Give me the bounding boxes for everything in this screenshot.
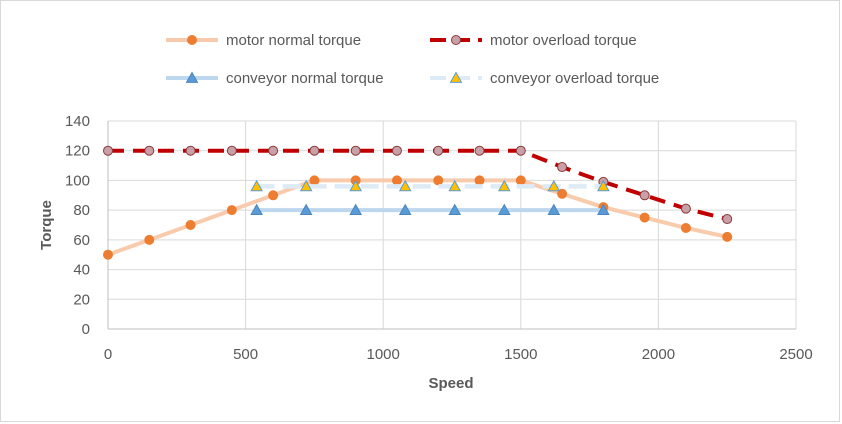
data-point — [597, 179, 610, 192]
data-point — [299, 203, 313, 216]
y-tick-label: 80 — [73, 202, 90, 219]
data-point — [226, 145, 237, 156]
series-line — [108, 148, 728, 221]
y-axis-title: Torque — [38, 200, 55, 250]
data-point — [474, 145, 485, 156]
data-point — [547, 179, 561, 192]
series-layer — [103, 145, 733, 260]
series-motor-normal-torque — [103, 175, 733, 260]
data-point — [448, 203, 462, 216]
legend-swatch-marker — [451, 35, 461, 45]
data-point — [639, 212, 650, 223]
legend-label: motor overload torque — [490, 32, 637, 49]
y-tick-label: 0 — [82, 321, 90, 338]
data-point — [226, 205, 237, 216]
data-point — [103, 249, 113, 260]
legend-label: motor normal torque — [226, 32, 361, 49]
x-tick-label: 1000 — [367, 346, 400, 363]
series-motor-overload-torque — [103, 145, 733, 225]
legend-swatch-marker — [449, 71, 463, 83]
data-point — [391, 145, 402, 156]
data-point — [680, 222, 691, 233]
legend-label: conveyor normal torque — [226, 70, 384, 87]
data-point — [547, 203, 561, 216]
data-point — [268, 190, 279, 201]
legend-entry: motor overload torque — [430, 32, 637, 49]
x-axis-title: Speed — [428, 375, 473, 392]
series-line — [107, 178, 728, 257]
y-tick-label: 40 — [73, 262, 90, 279]
data-point — [299, 179, 313, 192]
data-point — [250, 203, 263, 216]
data-point — [597, 203, 610, 216]
legend-label: conveyor overload torque — [490, 70, 659, 87]
data-point — [391, 175, 402, 186]
legend-swatch-marker — [187, 35, 197, 45]
data-point — [250, 179, 263, 192]
data-point — [398, 179, 412, 192]
data-point — [557, 162, 568, 173]
data-point — [103, 145, 113, 156]
data-point — [433, 145, 444, 156]
x-tick-label: 500 — [233, 346, 258, 363]
data-point — [268, 145, 279, 156]
data-point — [448, 179, 462, 192]
series-conveyor-normal-torque — [250, 203, 610, 216]
y-tick-label: 20 — [73, 291, 90, 308]
legend-entry: motor normal torque — [166, 32, 361, 49]
y-tick-label: 100 — [65, 172, 90, 189]
y-tick-label: 140 — [65, 113, 90, 130]
legend: motor normal torque motor overload torque… — [166, 32, 659, 87]
data-point — [144, 234, 155, 245]
data-point — [350, 145, 361, 156]
data-point — [722, 231, 733, 242]
data-point — [497, 203, 511, 216]
data-point — [309, 175, 320, 186]
data-point — [309, 145, 320, 156]
y-tick-label: 120 — [65, 143, 90, 160]
x-tick-label: 2500 — [779, 346, 812, 363]
data-point — [680, 203, 691, 214]
data-point — [433, 175, 444, 186]
data-point — [639, 190, 650, 201]
y-tick-label: 60 — [73, 232, 90, 249]
data-point — [515, 145, 526, 156]
data-point — [349, 203, 363, 216]
data-point — [497, 179, 511, 192]
data-point — [185, 145, 196, 156]
x-tick-label: 2000 — [642, 346, 675, 363]
data-point — [722, 214, 733, 225]
data-point — [398, 203, 412, 216]
data-point — [557, 188, 568, 199]
legend-swatch-marker — [185, 71, 199, 83]
x-tick-label: 0 — [104, 346, 112, 363]
series-conveyor-overload-torque — [250, 179, 610, 192]
data-point — [144, 145, 155, 156]
legend-entry: conveyor normal torque — [166, 70, 384, 87]
data-point — [185, 220, 196, 230]
data-point — [474, 175, 485, 186]
data-point — [515, 175, 526, 186]
data-point — [349, 179, 363, 192]
legend-entry: conveyor overload torque — [430, 70, 659, 87]
x-tick-label: 1500 — [504, 346, 537, 363]
